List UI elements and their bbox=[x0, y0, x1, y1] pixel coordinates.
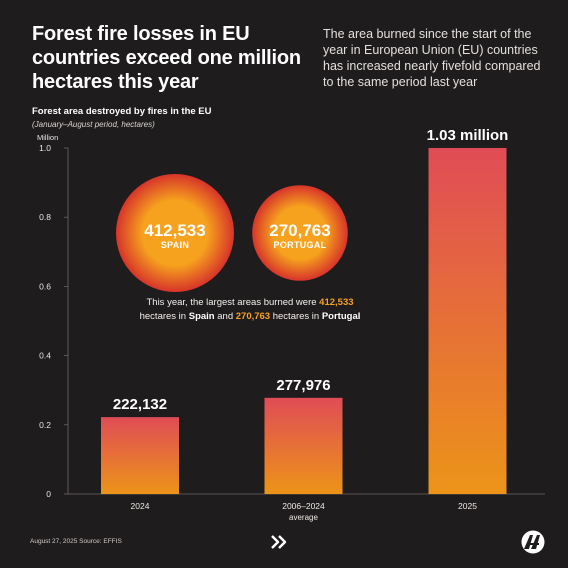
bubble-spain-value: 412,533 bbox=[144, 221, 206, 240]
bubble-portugal-label: PORTUGAL bbox=[273, 240, 327, 250]
x-tick-label: 2006–2024 bbox=[282, 501, 325, 511]
callout-part2: hectares in bbox=[139, 311, 189, 322]
chart-subtitle: (January–August period, hectares) bbox=[32, 120, 155, 129]
x-tick-label: 2025 bbox=[458, 501, 477, 511]
bubble-spain-label: SPAIN bbox=[160, 240, 190, 250]
bubble-spain bbox=[116, 174, 234, 292]
callout-text: This year, the largest areas burned were… bbox=[100, 296, 400, 324]
y-tick-label: 0.8 bbox=[39, 212, 51, 222]
double-chevron-right-icon[interactable] bbox=[270, 534, 288, 550]
callout-part1: This year, the largest areas burned were bbox=[146, 297, 320, 308]
data-label: 222,132 bbox=[113, 396, 167, 413]
y-tick-label: 0.6 bbox=[39, 281, 51, 291]
date-source: August 27, 2025 Source: EFFIS bbox=[30, 538, 122, 545]
x-tick-label: 2024 bbox=[131, 501, 150, 511]
callout-part4: hectares in bbox=[270, 311, 322, 322]
agency-logo bbox=[521, 530, 545, 554]
chart-title: Forest area destroyed by fires in the EU bbox=[32, 106, 212, 117]
callout-spain: Spain bbox=[188, 311, 215, 322]
data-label: 277,976 bbox=[276, 377, 330, 394]
bubble-portugal bbox=[252, 185, 348, 281]
bar-2006–2024 bbox=[264, 397, 343, 494]
bubble-portugal-value: 270,763 bbox=[269, 221, 331, 240]
bubble-spain-text: 412,533 SPAIN bbox=[115, 221, 235, 251]
callout-part3: and bbox=[214, 311, 236, 322]
bar-2024 bbox=[101, 417, 179, 494]
x-tick-sublabel: average bbox=[289, 513, 318, 522]
callout-portugal: Portugal bbox=[321, 311, 361, 322]
intro-text: The area burned since the start of the y… bbox=[323, 27, 541, 89]
y-axis-unit: Million bbox=[37, 133, 59, 142]
y-tick-label: 0 bbox=[46, 489, 51, 499]
headline: Forest fire losses in EU countries excee… bbox=[32, 23, 301, 93]
callout-portugal-value: 270,763 bbox=[235, 311, 271, 322]
y-tick-label: 1.0 bbox=[39, 143, 51, 153]
data-label: 1.03 million bbox=[427, 127, 509, 144]
bubble-portugal-text: 270,763 PORTUGAL bbox=[240, 221, 360, 251]
y-tick-label: 0.2 bbox=[39, 420, 51, 430]
bar-2025 bbox=[428, 148, 507, 494]
callout-spain-value: 412,533 bbox=[319, 297, 354, 308]
y-tick-label: 0.4 bbox=[39, 351, 51, 361]
